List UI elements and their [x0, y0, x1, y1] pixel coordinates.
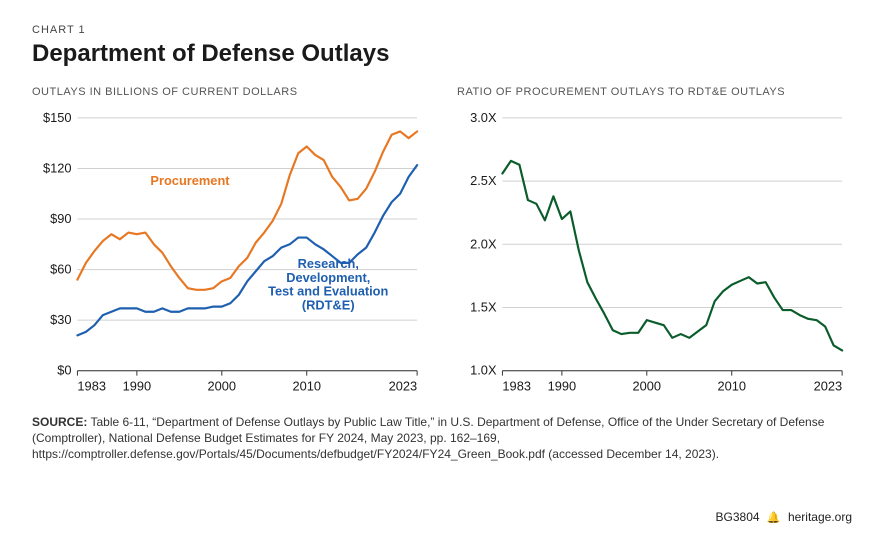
footer: BG3804 🔔 heritage.org	[716, 510, 852, 524]
footer-id: BG3804	[716, 510, 760, 524]
left-chart-box: OUTLAYS IN BILLIONS OF CURRENT DOLLARS $…	[32, 86, 427, 400]
svg-text:3.0X: 3.0X	[470, 110, 497, 125]
svg-text:1.5X: 1.5X	[470, 299, 497, 314]
footer-site: heritage.org	[788, 510, 852, 524]
bell-icon: 🔔	[763, 512, 785, 524]
svg-text:1990: 1990	[123, 378, 152, 393]
svg-text:1983: 1983	[502, 378, 531, 393]
source-prefix: SOURCE:	[32, 415, 87, 429]
svg-text:2023: 2023	[389, 378, 418, 393]
source-text: Table 6-11, “Department of Defense Outla…	[32, 415, 824, 461]
svg-text:2000: 2000	[208, 378, 237, 393]
chart-number-label: CHART 1	[32, 24, 852, 36]
svg-text:2010: 2010	[717, 378, 746, 393]
svg-text:2.5X: 2.5X	[470, 173, 497, 188]
svg-text:2.0X: 2.0X	[470, 236, 497, 251]
svg-text:2023: 2023	[814, 378, 843, 393]
svg-text:1.0X: 1.0X	[470, 363, 497, 378]
svg-text:$30: $30	[50, 312, 71, 327]
right-chart-svg: 1.0X 1.5X 2.0X 2.5X 3.0X 1983 1990 2000 2010 2023	[457, 110, 852, 396]
right-chart-box: RATIO OF PROCUREMENT OUTLAYS TO RDT&E OU…	[457, 86, 852, 400]
right-svg-container: 1.0X 1.5X 2.0X 2.5X 3.0X 1983 1990 2000 2010 2023	[457, 110, 852, 400]
svg-text:Procurement: Procurement	[150, 173, 230, 188]
svg-text:(RDT&E): (RDT&E)	[302, 297, 355, 312]
svg-text:$120: $120	[43, 160, 72, 175]
left-chart-svg: $0 $30 $60 $90 $120 $150 1983 1990 2000 2010 2023 P…	[32, 110, 427, 396]
svg-text:1990: 1990	[548, 378, 577, 393]
left-svg-container: $0 $30 $60 $90 $120 $150 1983 1990 2000 2010 2023 P…	[32, 110, 427, 400]
svg-text:2000: 2000	[633, 378, 662, 393]
svg-text:$60: $60	[50, 262, 71, 277]
svg-text:1983: 1983	[77, 378, 106, 393]
svg-text:Development,: Development,	[286, 270, 370, 285]
chart-main-title: Department of Defense Outlays	[32, 40, 852, 68]
charts-row: OUTLAYS IN BILLIONS OF CURRENT DOLLARS $…	[32, 86, 852, 400]
svg-text:Test and Evaluation: Test and Evaluation	[268, 284, 388, 299]
svg-text:$90: $90	[50, 211, 71, 226]
svg-text:$150: $150	[43, 110, 72, 125]
svg-text:$0: $0	[57, 363, 71, 378]
svg-text:2010: 2010	[292, 378, 321, 393]
svg-text:Research,: Research,	[298, 256, 359, 271]
left-subtitle: OUTLAYS IN BILLIONS OF CURRENT DOLLARS	[32, 86, 427, 102]
right-subtitle: RATIO OF PROCUREMENT OUTLAYS TO RDT&E OU…	[457, 86, 852, 102]
source-block: SOURCE: Table 6-11, “Department of Defen…	[32, 414, 852, 463]
